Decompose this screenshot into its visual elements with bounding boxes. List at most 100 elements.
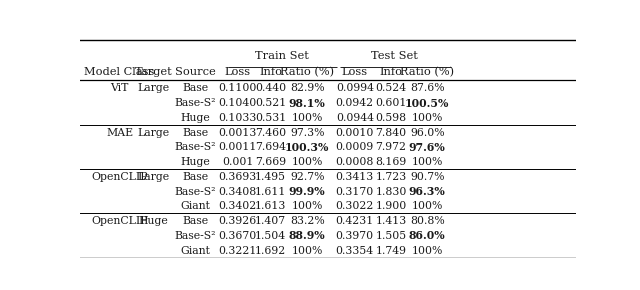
Text: Base: Base — [182, 172, 209, 182]
Text: 1.692: 1.692 — [255, 246, 286, 255]
Text: 80.8%: 80.8% — [410, 216, 445, 226]
Text: Base-S²: Base-S² — [175, 186, 216, 197]
Text: MAE: MAE — [106, 128, 133, 138]
Text: 98.1%: 98.1% — [289, 98, 326, 109]
Text: 1.830: 1.830 — [375, 186, 406, 197]
Text: 0.0944: 0.0944 — [336, 113, 374, 123]
Text: 100%: 100% — [291, 246, 323, 255]
Text: 97.3%: 97.3% — [290, 128, 324, 138]
Text: 88.9%: 88.9% — [289, 230, 326, 241]
Text: 0.1100: 0.1100 — [218, 84, 257, 93]
Text: 7.669: 7.669 — [255, 157, 286, 167]
Text: 100%: 100% — [412, 246, 443, 255]
Text: Huge: Huge — [138, 216, 168, 226]
Text: 0.3022: 0.3022 — [335, 201, 374, 211]
Text: 0.3970: 0.3970 — [336, 231, 374, 241]
Text: Target: Target — [134, 67, 172, 77]
Text: 82.9%: 82.9% — [290, 84, 324, 93]
Text: 0.0009: 0.0009 — [335, 142, 374, 152]
Text: 99.9%: 99.9% — [289, 186, 326, 197]
Text: 0.1033: 0.1033 — [218, 113, 257, 123]
Text: Large: Large — [138, 128, 170, 138]
Text: 0.4231: 0.4231 — [335, 216, 374, 226]
Text: 7.694: 7.694 — [255, 142, 286, 152]
Text: 1.611: 1.611 — [255, 186, 286, 197]
Text: Base-S²: Base-S² — [175, 231, 216, 241]
Text: 1.407: 1.407 — [255, 216, 286, 226]
Text: Source: Source — [175, 67, 216, 77]
Text: Giant: Giant — [180, 201, 211, 211]
Text: Info: Info — [259, 67, 282, 77]
Text: 0.440: 0.440 — [255, 84, 286, 93]
Text: 100.3%: 100.3% — [285, 142, 330, 153]
Text: OpenCLIP: OpenCLIP — [92, 216, 148, 226]
Text: 0.1040: 0.1040 — [219, 98, 257, 108]
Text: Train Set: Train Set — [255, 51, 309, 61]
Text: 100%: 100% — [412, 113, 443, 123]
Text: 100%: 100% — [412, 157, 443, 167]
Text: Huge: Huge — [180, 113, 211, 123]
Text: 0.3670: 0.3670 — [219, 231, 257, 241]
Text: Base: Base — [182, 216, 209, 226]
Text: 0.0013: 0.0013 — [218, 128, 257, 138]
Text: Large: Large — [138, 84, 170, 93]
Text: Info: Info — [380, 67, 403, 77]
Text: 7.840: 7.840 — [376, 128, 406, 138]
Text: 92.7%: 92.7% — [290, 172, 324, 182]
Text: 97.6%: 97.6% — [409, 142, 445, 153]
Text: 87.6%: 87.6% — [410, 84, 445, 93]
Text: 7.972: 7.972 — [376, 142, 406, 152]
Text: Model Class: Model Class — [84, 67, 155, 77]
Text: Loss: Loss — [225, 67, 251, 77]
Text: ViT: ViT — [111, 84, 129, 93]
Text: Huge: Huge — [180, 157, 211, 167]
Text: 1.749: 1.749 — [376, 246, 406, 255]
Text: Test Set: Test Set — [371, 51, 418, 61]
Text: 1.504: 1.504 — [255, 231, 286, 241]
Text: 100%: 100% — [291, 201, 323, 211]
Text: Ratio (%): Ratio (%) — [400, 66, 454, 77]
Text: 0.521: 0.521 — [255, 98, 286, 108]
Text: 0.598: 0.598 — [376, 113, 406, 123]
Text: 0.0010: 0.0010 — [335, 128, 374, 138]
Text: 100%: 100% — [412, 201, 443, 211]
Text: 1.613: 1.613 — [255, 201, 286, 211]
Text: 0.3413: 0.3413 — [335, 172, 374, 182]
Text: 0.0994: 0.0994 — [336, 84, 374, 93]
Text: 83.2%: 83.2% — [290, 216, 324, 226]
Text: 100.5%: 100.5% — [405, 98, 449, 109]
Text: Large: Large — [138, 172, 170, 182]
Text: Loss: Loss — [342, 67, 368, 77]
Text: 0.3354: 0.3354 — [336, 246, 374, 255]
Text: 0.3170: 0.3170 — [335, 186, 374, 197]
Text: 0.3221: 0.3221 — [218, 246, 257, 255]
Text: 1.900: 1.900 — [376, 201, 406, 211]
Text: 100%: 100% — [291, 113, 323, 123]
Text: 0.3693: 0.3693 — [219, 172, 257, 182]
Text: 90.7%: 90.7% — [410, 172, 444, 182]
Text: Base: Base — [182, 84, 209, 93]
Text: 0.3402: 0.3402 — [219, 201, 257, 211]
Text: Giant: Giant — [180, 246, 211, 255]
Text: 8.169: 8.169 — [376, 157, 406, 167]
Text: 0.0008: 0.0008 — [335, 157, 374, 167]
Text: 1.495: 1.495 — [255, 172, 286, 182]
Text: 0.0942: 0.0942 — [336, 98, 374, 108]
Text: Base-S²: Base-S² — [175, 98, 216, 108]
Text: 0.524: 0.524 — [376, 84, 406, 93]
Text: 96.3%: 96.3% — [409, 186, 445, 197]
Text: 0.3926: 0.3926 — [219, 216, 257, 226]
Text: 0.001: 0.001 — [222, 157, 253, 167]
Text: 0.3408: 0.3408 — [219, 186, 257, 197]
Text: 0.0011: 0.0011 — [218, 142, 257, 152]
Text: OpenCLIP: OpenCLIP — [92, 172, 148, 182]
Text: 100%: 100% — [291, 157, 323, 167]
Text: 1.505: 1.505 — [376, 231, 406, 241]
Text: 7.460: 7.460 — [255, 128, 286, 138]
Text: 0.601: 0.601 — [375, 98, 406, 108]
Text: Ratio (%): Ratio (%) — [280, 66, 334, 77]
Text: 1.413: 1.413 — [376, 216, 406, 226]
Text: 0.531: 0.531 — [255, 113, 286, 123]
Text: 1.723: 1.723 — [376, 172, 406, 182]
Text: Base-S²: Base-S² — [175, 142, 216, 152]
